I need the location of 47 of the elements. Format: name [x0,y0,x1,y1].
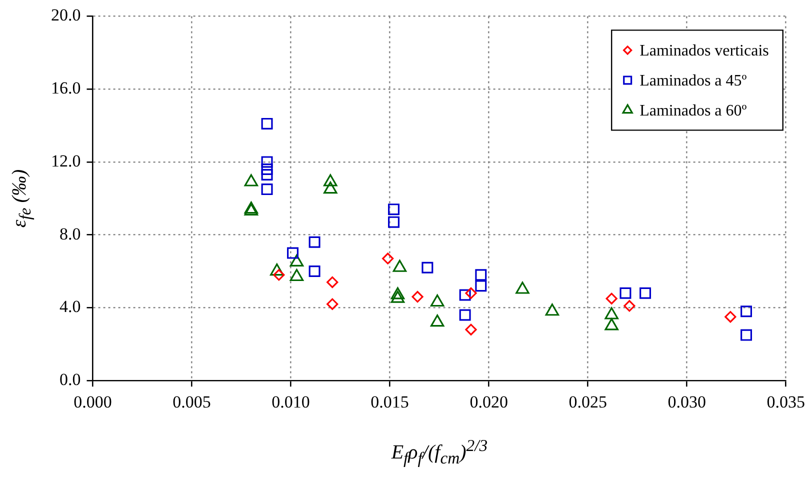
point [475,280,487,292]
point [326,276,338,288]
point [740,329,752,341]
y-tick-label: 16.0 [51,78,81,98]
point [308,266,320,278]
x-tick-label: 0.025 [568,392,607,412]
point [273,269,285,281]
x-tick-label: 0.020 [470,392,508,412]
legend-label: Laminados verticais [640,42,769,60]
point [475,269,487,281]
point [465,287,477,299]
point [459,289,471,301]
point [624,300,636,312]
x-tick-label: 0.000 [74,392,112,412]
x-tick-label: 0.035 [766,392,805,412]
point [287,247,299,259]
point [261,156,273,168]
point [382,252,394,264]
point [261,184,273,196]
point [422,262,434,274]
y-tick-label: 12.0 [51,151,81,170]
point [261,164,273,175]
point [308,236,320,248]
point [326,298,338,310]
x-tick-label: 0.030 [668,392,706,412]
x-tick-label: 0.010 [272,392,310,412]
point [412,290,424,303]
point [261,118,273,130]
point [606,292,618,304]
point [465,324,477,336]
x-tick-label: 0.015 [370,392,409,412]
point [640,287,652,299]
point [388,216,400,228]
y-tick-label: 8.0 [60,224,81,244]
legend-label: Laminados a 45º [640,72,747,90]
point [459,309,471,321]
x-axis-title: E$_{f}$ρ$_{f}$/(f$_{cm}$)$^{2/3}$ [391,436,488,468]
point [388,204,400,216]
point [620,287,632,299]
y-tick-label: 4.0 [60,297,81,316]
point [740,306,752,318]
y-tick-label: 20.0 [51,6,81,25]
x-tick-label: 0.005 [172,392,211,412]
y-tick-label: 0.0 [60,370,81,390]
legend-label: Laminados a 60º [640,102,747,120]
point [724,311,736,323]
point [261,168,273,180]
